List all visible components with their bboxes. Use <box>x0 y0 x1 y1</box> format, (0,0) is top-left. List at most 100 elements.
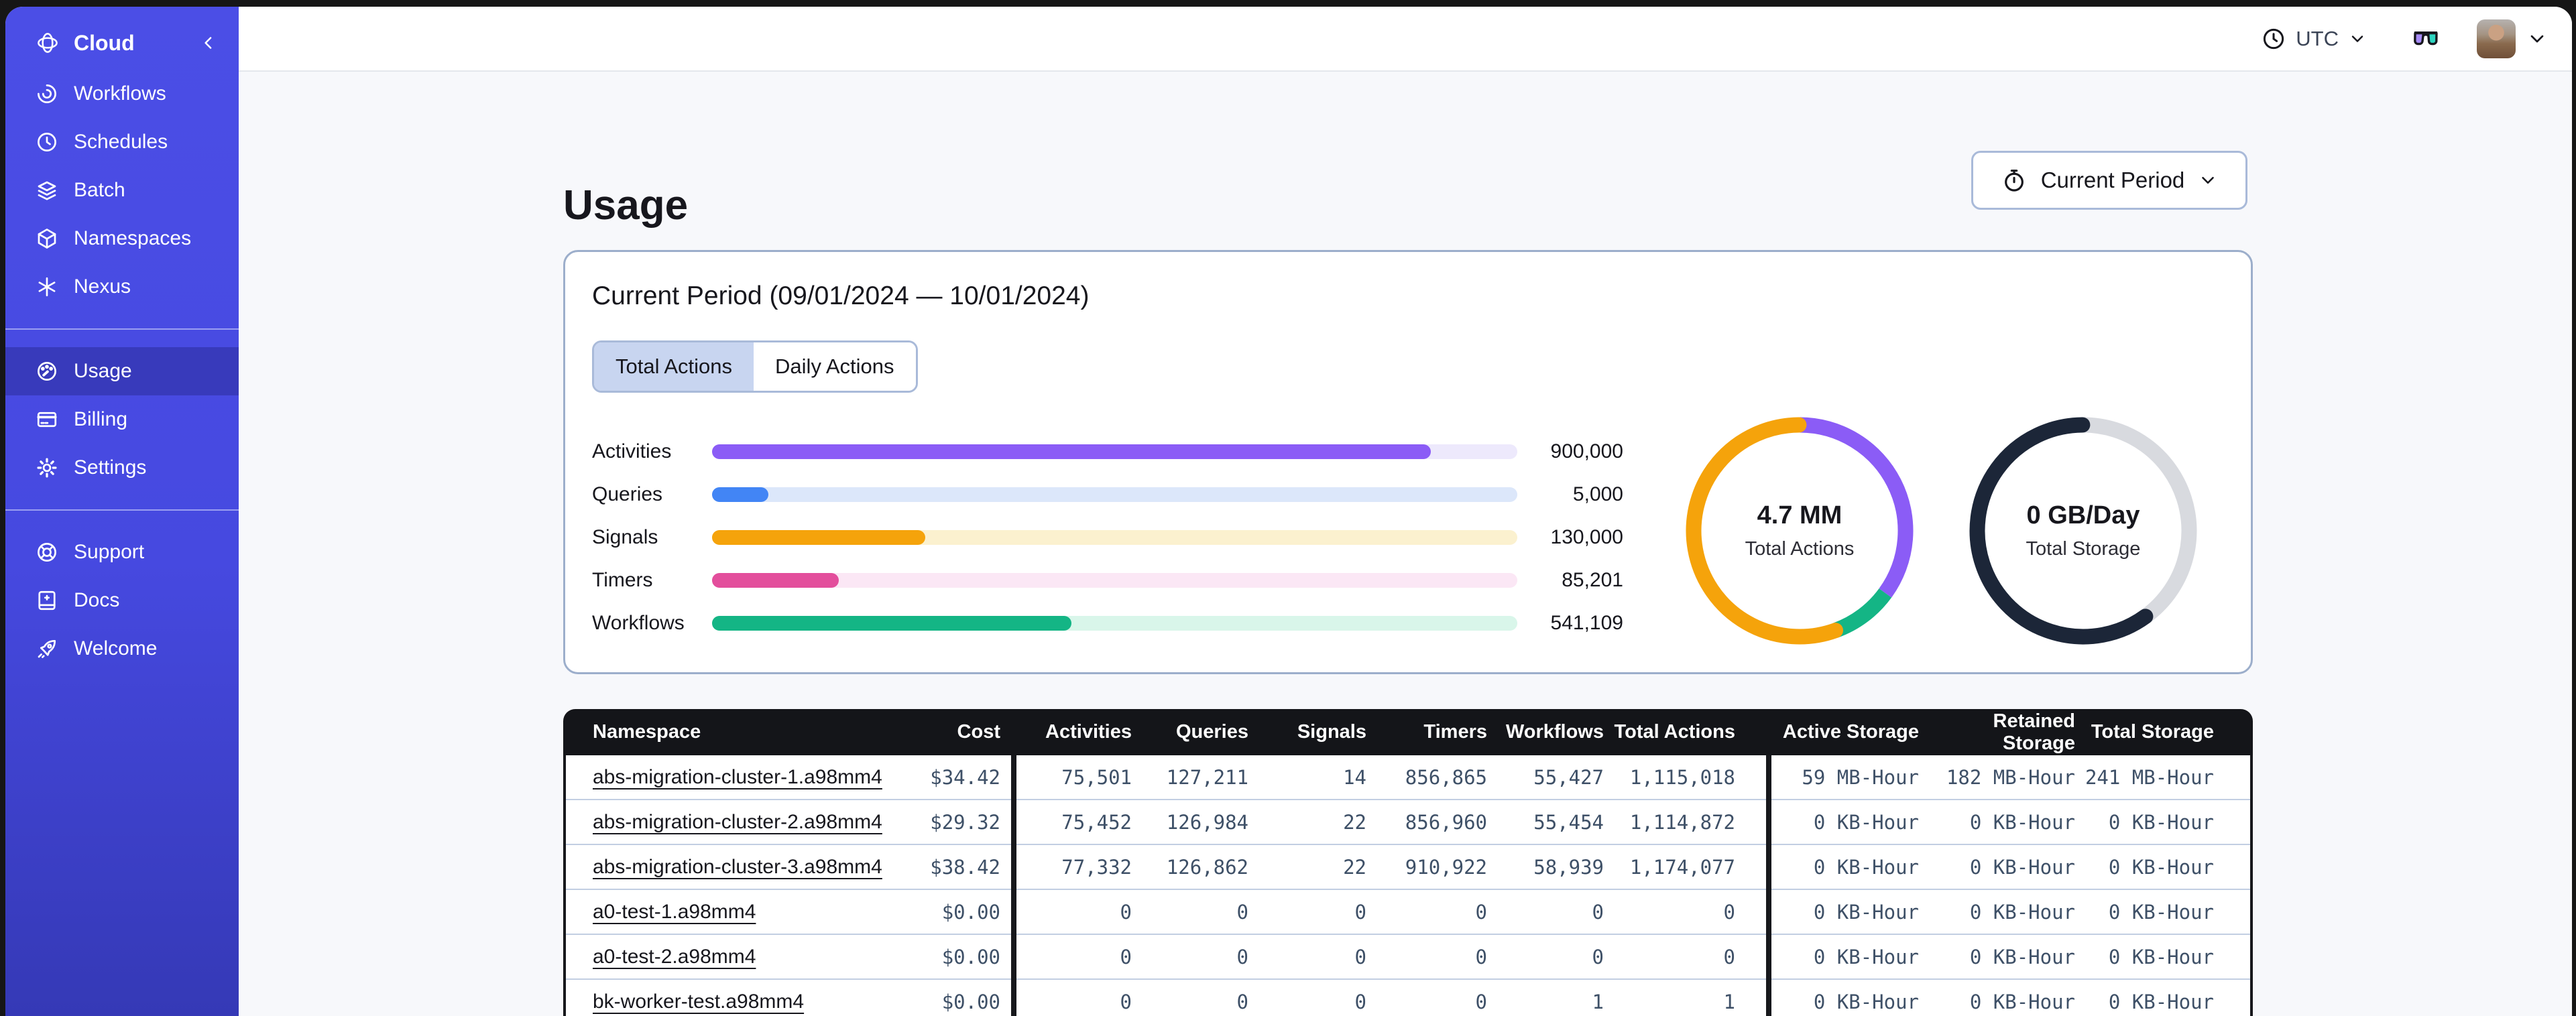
tab-daily-actions[interactable]: Daily Actions <box>754 342 916 391</box>
sidebar-item-welcome[interactable]: Welcome <box>5 625 239 673</box>
sidebar-item-batch[interactable]: Batch <box>5 166 239 214</box>
sidebar-item-label: Nexus <box>74 275 131 298</box>
table-cell: 910,922 <box>1405 855 1487 879</box>
usage-bar-row: Signals 130,000 <box>592 516 1623 559</box>
table-cell: 0 KB-Hour <box>1969 990 2075 1013</box>
docs-icon <box>35 588 59 613</box>
column-header-namespace: Namespace <box>593 721 701 743</box>
total-storage-label: Total Storage <box>2026 538 2141 560</box>
table-cell: 0 <box>1236 990 1248 1013</box>
table-cell: 55,454 <box>1533 810 1604 834</box>
table-cell: 0 KB-Hour <box>2108 900 2214 924</box>
table-cell: 0 <box>1354 900 1366 924</box>
table-cell: $0.00 <box>941 990 1000 1013</box>
welcome-icon <box>35 637 59 661</box>
sidebar-item-schedules[interactable]: Schedules <box>5 118 239 166</box>
bar-value: 541,109 <box>1550 612 1623 634</box>
table-cell: 22 <box>1343 855 1366 879</box>
table-row: abs-migration-cluster-3.a98mm4 $38.42 77,3… <box>566 844 2250 889</box>
sidebar-item-nexus[interactable]: Nexus <box>5 263 239 311</box>
namespace-link[interactable]: abs-migration-cluster-3.a98mm4 <box>593 856 882 878</box>
main-area: UTC <box>239 7 2572 1016</box>
sidebar-item-label: Docs <box>74 589 120 611</box>
period-selector-button[interactable]: Current Period <box>1971 151 2247 210</box>
sidebar-item-label: Support <box>74 541 145 563</box>
bar-fill <box>712 573 839 588</box>
table-cell: 0 KB-Hour <box>1813 945 1919 968</box>
tab-total-actions[interactable]: Total Actions <box>594 342 754 391</box>
sidebar-item-usage[interactable]: Usage <box>5 347 239 395</box>
bar-track <box>712 616 1517 631</box>
column-header-active-storage: Active Storage <box>1782 721 1919 743</box>
timezone-selector[interactable]: UTC <box>2261 26 2367 52</box>
stopwatch-icon <box>2001 167 2028 194</box>
table-header-row: Namespace Cost Activities Queries Signals Tim… <box>563 709 2253 755</box>
card-heading: Current Period (09/01/2024 — 10/01/2024) <box>592 281 1090 310</box>
workflows-icon <box>35 82 59 106</box>
timezone-label: UTC <box>2296 26 2339 50</box>
column-header-timers: Timers <box>1423 721 1487 743</box>
app-window: Cloud Workflows Schedules Batch Namespaces N… <box>5 7 2572 1016</box>
bar-track <box>712 487 1517 502</box>
table-cell: 0 <box>1120 990 1132 1013</box>
usage-bar-row: Activities 900,000 <box>592 430 1623 473</box>
namespace-link[interactable]: a0-test-1.a98mm4 <box>593 901 756 923</box>
namespace-link[interactable]: a0-test-2.a98mm4 <box>593 946 756 968</box>
page-title: Usage <box>563 182 689 229</box>
table-cell: 0 KB-Hour <box>2108 810 2214 834</box>
billing-icon <box>35 407 59 432</box>
column-header-activities: Activities <box>1045 721 1132 743</box>
table-row: abs-migration-cluster-2.a98mm4 $29.32 75,4… <box>566 799 2250 844</box>
bar-label: Workflows <box>592 612 685 634</box>
total-actions-label: Total Actions <box>1745 538 1855 560</box>
table-cell: 0 <box>1236 900 1248 924</box>
settings-icon <box>35 456 59 480</box>
nexus-icon <box>35 275 59 299</box>
namespace-link[interactable]: bk-worker-test.a98mm4 <box>593 991 805 1013</box>
table-cell: $29.32 <box>930 810 1000 834</box>
sidebar-item-settings[interactable]: Settings <box>5 444 239 492</box>
table-cell: 1,174,077 <box>1629 855 1735 879</box>
table-cell: 75,452 <box>1061 810 1132 834</box>
sidebar-item-namespaces[interactable]: Namespaces <box>5 214 239 263</box>
glasses-icon[interactable] <box>2410 23 2442 55</box>
sidebar-item-label: Welcome <box>74 637 158 659</box>
sidebar-item-docs[interactable]: Docs <box>5 576 239 625</box>
table-cell: 58,939 <box>1533 855 1604 879</box>
table-cell: 55,427 <box>1533 765 1604 789</box>
bar-track <box>712 530 1517 545</box>
column-header-retained-storage: Retained Storage <box>1993 710 2075 754</box>
table-cell: 241 MB-Hour <box>2085 765 2214 789</box>
table-divider <box>1011 755 1016 1016</box>
sidebar-item-workflows[interactable]: Workflows <box>5 70 239 118</box>
bar-fill <box>712 487 769 502</box>
period-selector-label: Current Period <box>2040 168 2185 192</box>
table-cell: 0 KB-Hour <box>1813 855 1919 879</box>
user-avatar[interactable] <box>2477 19 2516 58</box>
namespace-link[interactable]: abs-migration-cluster-2.a98mm4 <box>593 811 882 833</box>
user-menu-chevron-down-icon[interactable] <box>2526 28 2548 50</box>
sidebar-collapse-icon[interactable] <box>198 33 219 53</box>
clock-icon <box>2261 26 2286 52</box>
usage-bar-row: Timers 85,201 <box>592 559 1623 602</box>
namespace-link[interactable]: abs-migration-cluster-1.a98mm4 <box>593 766 882 788</box>
usage-bar-chart: Activities 900,000 Queries 5,000 Signals 130,… <box>592 430 1623 645</box>
sidebar-brand[interactable]: Cloud <box>5 21 239 64</box>
bar-label: Timers <box>592 569 653 591</box>
sidebar-item-support[interactable]: Support <box>5 528 239 576</box>
table-cell: 0 <box>1475 990 1487 1013</box>
table-cell: 1,115,018 <box>1629 765 1735 789</box>
table-cell: $38.42 <box>930 855 1000 879</box>
table-cell: 0 <box>1120 945 1132 968</box>
table-cell: 0 KB-Hour <box>1813 810 1919 834</box>
table-cell: 856,960 <box>1405 810 1487 834</box>
sidebar-divider <box>5 328 239 330</box>
table-cell: 0 <box>1723 900 1735 924</box>
sidebar-item-label: Settings <box>74 456 147 479</box>
column-header-signals: Signals <box>1297 721 1366 743</box>
chevron-down-icon <box>2198 170 2218 190</box>
usage-summary-card: Current Period (09/01/2024 — 10/01/2024)… <box>563 250 2253 674</box>
sidebar-item-billing[interactable]: Billing <box>5 395 239 444</box>
table-cell: 0 <box>1723 945 1735 968</box>
sidebar-divider <box>5 509 239 511</box>
